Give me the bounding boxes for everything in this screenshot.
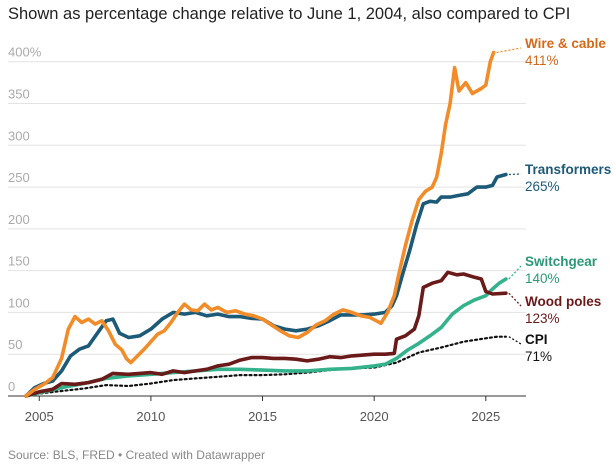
x-tick-label: 2010 (136, 409, 165, 424)
series-labels: Wire & cable 411% Transformers 265% Switchge… (496, 36, 611, 364)
gridlines (8, 61, 526, 355)
y-tick-label: 50 (8, 337, 22, 352)
x-tick-label: 2015 (248, 409, 277, 424)
series-value-wood-poles: 123% (525, 311, 560, 326)
x-axis: 2005 2010 2015 2020 2025 (8, 395, 526, 424)
chart-subtitle: Shown as percentage change relative to J… (8, 5, 571, 23)
series-line-wood-poles (24, 270, 508, 398)
source-note: Source: BLS, FRED • Created with Datawra… (8, 448, 265, 462)
y-tick-label: 150 (8, 254, 30, 269)
series-line-transformers (24, 172, 508, 398)
y-tick-label: 200 (8, 212, 30, 227)
series-value-transformers: 265% (525, 179, 560, 194)
series-value-cpi: 71% (525, 349, 552, 364)
label-leader-wire-cable (496, 47, 522, 54)
label-leader-wood-poles (508, 292, 522, 307)
series-label-switchgear: Switchgear (525, 254, 598, 269)
label-leader-transformers (508, 173, 522, 176)
series-line-cpi (24, 335, 507, 398)
series-lines (24, 50, 508, 398)
y-tick-label: 400% (8, 45, 42, 60)
series-label-wire-cable: Wire & cable (525, 36, 606, 51)
y-axis-ticks: 0 50 100 150 200 250 300 350 400% (8, 45, 42, 394)
x-tick-label: 2025 (471, 409, 500, 424)
y-tick-label: 250 (8, 170, 30, 185)
x-tick-label: 2020 (360, 409, 389, 424)
series-label-transformers: Transformers (525, 162, 611, 177)
y-tick-label: 350 (8, 87, 30, 102)
x-tick-label: 2005 (25, 409, 54, 424)
series-label-cpi: CPI (525, 332, 548, 347)
label-leader-switchgear (508, 265, 522, 280)
series-line-wire-cable (24, 50, 496, 398)
series-value-switchgear: 140% (525, 271, 560, 286)
series-label-wood-poles: Wood poles (525, 294, 601, 309)
label-leader-cpi (508, 336, 522, 345)
y-tick-label: 100 (8, 295, 30, 310)
series-value-wire-cable: 411% (525, 53, 559, 68)
y-tick-label: 300 (8, 128, 30, 143)
series-line-switchgear (24, 277, 508, 398)
y-tick-label: 0 (8, 379, 15, 394)
